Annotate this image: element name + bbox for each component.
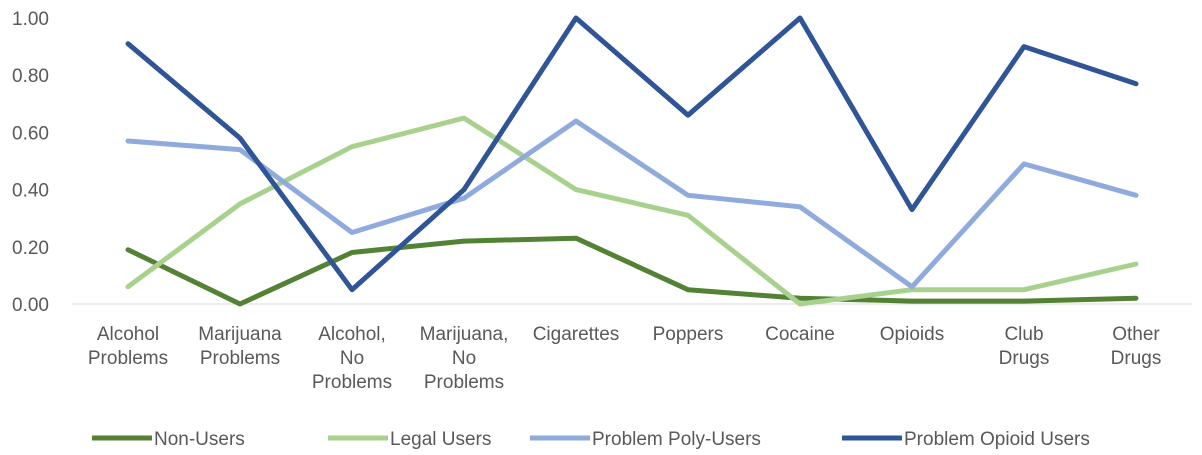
series-lines <box>128 18 1136 304</box>
legend-label: Problem Poly-Users <box>592 429 761 450</box>
x-tick-label: Poppers <box>653 324 724 345</box>
y-tick-label: 0.40 <box>12 181 49 202</box>
y-tick-label: 1.00 <box>12 9 49 30</box>
x-tick-label: Opioids <box>880 324 944 345</box>
y-axis: 0.00 0.20 0.40 0.60 0.80 1.00 <box>12 9 49 316</box>
x-tick-label: Club Drugs <box>999 324 1050 369</box>
y-tick-label: 0.60 <box>12 123 49 144</box>
x-tick-label: Marijuana Problems <box>198 324 282 369</box>
series-line-non-users <box>128 238 1136 304</box>
y-tick-label: 0.00 <box>12 295 49 316</box>
x-axis: Alcohol Problems Marijuana Problems Alcohol,… <box>72 304 1192 393</box>
y-tick-label: 0.20 <box>12 238 49 259</box>
x-tick-label: Cigarettes <box>533 324 620 345</box>
legend-label: Problem Opioid Users <box>904 429 1090 450</box>
x-tick-label: Other Drugs <box>1111 324 1162 369</box>
x-tick-label: Alcohol, No Problems <box>312 324 392 393</box>
y-tick-label: 0.80 <box>12 66 49 87</box>
legend-label: Legal Users <box>390 429 491 450</box>
series-line-legal-users <box>128 118 1136 304</box>
x-tick-label: Alcohol Problems <box>88 324 168 369</box>
legend-label: Non-Users <box>154 429 245 450</box>
x-tick-label: Cocaine <box>765 324 835 345</box>
series-line-problem-opioid-users <box>128 18 1136 290</box>
legend: Non-Users Legal Users Problem Poly-Users Pr… <box>92 429 1090 450</box>
x-tick-label: Marijuana, No Problems <box>420 324 509 393</box>
